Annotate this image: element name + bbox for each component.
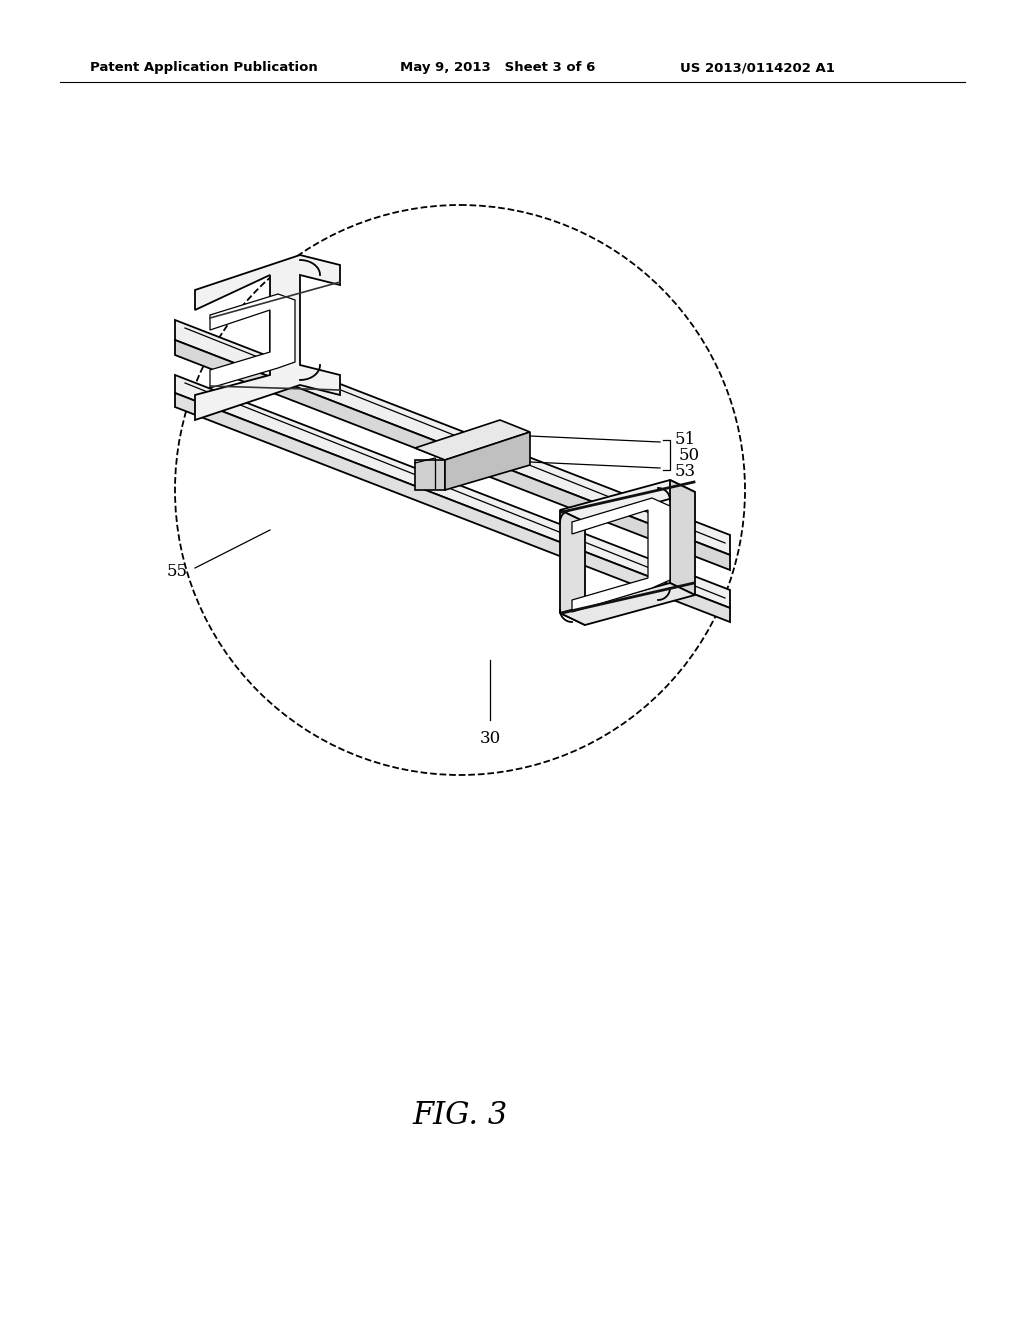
Polygon shape xyxy=(210,294,295,388)
Text: May 9, 2013   Sheet 3 of 6: May 9, 2013 Sheet 3 of 6 xyxy=(400,62,595,74)
Polygon shape xyxy=(175,375,730,609)
Text: 50: 50 xyxy=(679,446,700,463)
Polygon shape xyxy=(445,432,530,490)
Text: 53: 53 xyxy=(675,463,696,480)
Text: 30: 30 xyxy=(479,730,501,747)
Polygon shape xyxy=(560,583,695,624)
Text: FIG. 3: FIG. 3 xyxy=(413,1100,508,1130)
Polygon shape xyxy=(560,510,585,624)
Polygon shape xyxy=(670,480,695,595)
Polygon shape xyxy=(415,420,530,459)
Polygon shape xyxy=(415,459,445,490)
Polygon shape xyxy=(572,498,670,612)
Text: 55: 55 xyxy=(167,564,188,581)
Polygon shape xyxy=(175,341,730,570)
Polygon shape xyxy=(195,255,340,420)
Polygon shape xyxy=(560,480,695,521)
Text: 51: 51 xyxy=(675,432,696,449)
Text: US 2013/0114202 A1: US 2013/0114202 A1 xyxy=(680,62,835,74)
Polygon shape xyxy=(175,393,730,622)
Text: Patent Application Publication: Patent Application Publication xyxy=(90,62,317,74)
Polygon shape xyxy=(175,319,730,554)
